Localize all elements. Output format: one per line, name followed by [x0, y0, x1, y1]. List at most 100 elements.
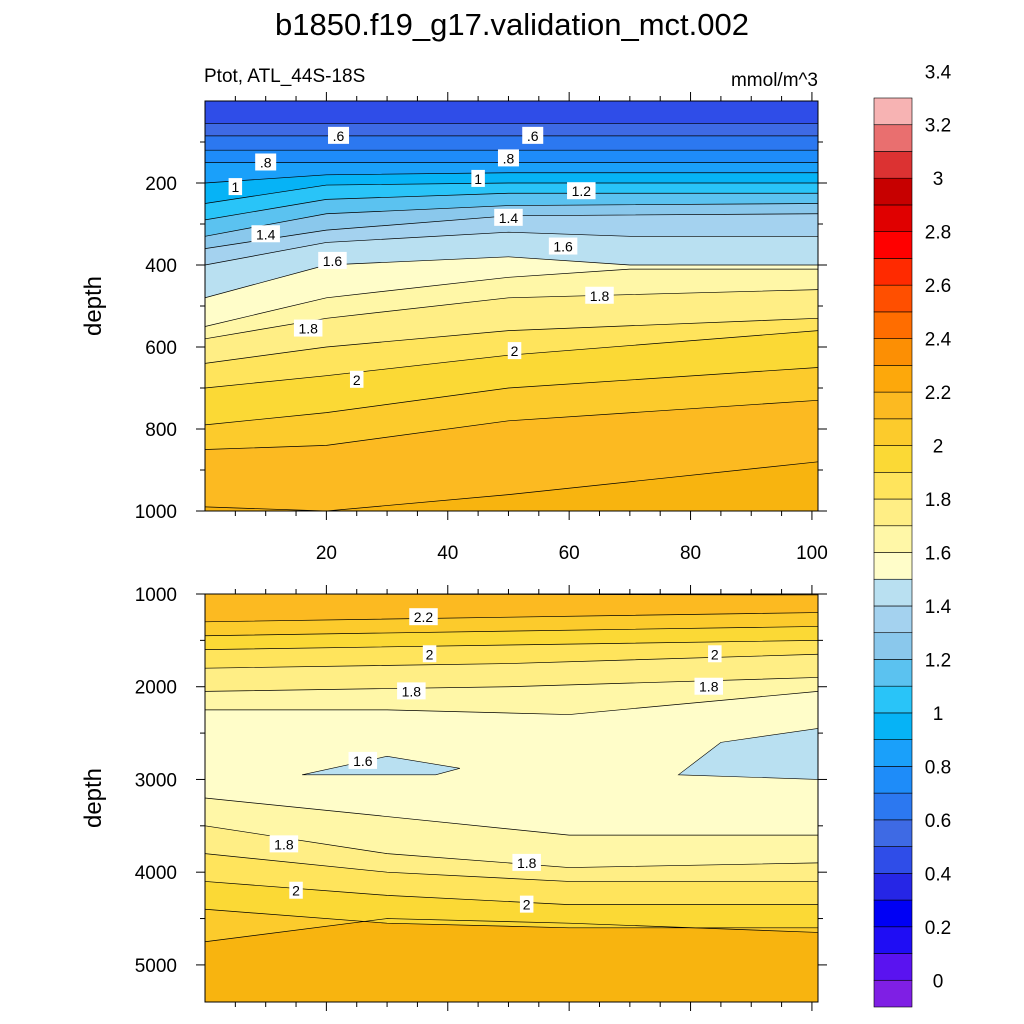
upper-xaxis: 20 40 60 80 100 — [234, 92, 828, 564]
upper-contour-label: 1.4 — [251, 225, 280, 243]
lower-contour-label: 1.6 — [348, 751, 378, 769]
upper-contour-label: .8 — [255, 153, 277, 171]
upper-panel: .6 .6 .8 .8 1 1 1.2 1.4 1.4 1.6 1.6 1.8 1.8 2 2 20 40 60… — [80, 92, 828, 564]
upper-contour-label: .8 — [497, 149, 519, 167]
upper-contour-line — [205, 256, 818, 299]
upper-ytick-label: 1000 — [135, 502, 177, 523]
colorbar-swatch — [873, 819, 913, 847]
lower-contour-label-bg — [694, 677, 724, 695]
upper-subtitle-left: Ptot, ATL_44S-18S — [204, 66, 365, 87]
colorbar-swatch — [873, 204, 913, 232]
upper-contour-label-text: 2 — [511, 343, 519, 359]
upper-contour-label-bg — [471, 169, 485, 187]
upper-contour-line — [205, 192, 818, 221]
colorbar-label: 3.4 — [925, 62, 952, 83]
colorbar-label: 2.4 — [925, 330, 952, 351]
upper-contour-label-bg — [349, 370, 364, 388]
lower-fill — [205, 594, 818, 1002]
upper-ytick-label: 400 — [145, 256, 177, 277]
colorbar-swatch — [873, 792, 913, 821]
lower-contour-label-bg — [289, 881, 303, 899]
colorbar-label: 3.2 — [925, 116, 951, 137]
lower-contour-label: 2.2 — [409, 608, 438, 626]
colorbar-label: 1.4 — [925, 597, 952, 618]
colorbar-swatch — [873, 498, 913, 527]
lower-contour-label: 1.8 — [694, 677, 724, 695]
upper-contour-line — [205, 330, 818, 389]
upper-xtick-label: 40 — [437, 543, 458, 564]
colorbar-label: 1 — [933, 704, 944, 725]
colorbar-label: 2.6 — [925, 276, 951, 297]
upper-contour-line — [205, 289, 818, 340]
lower-contour-label-bg — [348, 751, 378, 769]
upper-contour-label: 1.8 — [293, 319, 323, 337]
colorbar-swatch — [873, 712, 913, 740]
upper-ytick-label: 200 — [145, 174, 177, 195]
lower-contour-label-bg — [512, 853, 541, 871]
upper-contour-label: 2 — [349, 370, 364, 388]
colorbar-swatch — [873, 311, 913, 339]
upper-xtick-label: 100 — [796, 543, 828, 564]
colorbar-swatch — [873, 953, 913, 981]
upper-contour-label-text: .6 — [333, 128, 345, 144]
colorbar-swatch — [873, 471, 913, 500]
upper-contour-label-text: 1.6 — [553, 239, 573, 255]
upper-contour-label-text: 1.6 — [323, 253, 343, 269]
upper-contour-line — [205, 461, 818, 511]
upper-contour-label-bg — [494, 208, 523, 226]
upper-contour-label: 2 — [507, 342, 522, 360]
lower-contour-label-text: 1.8 — [699, 679, 719, 695]
lower-band — [205, 594, 818, 622]
lower-contour-line — [205, 640, 818, 650]
upper-band — [205, 101, 818, 124]
colorbar-swatch — [873, 578, 913, 607]
colorbar-label: 0.2 — [925, 918, 951, 939]
colorbar-swatch — [873, 391, 913, 420]
colorbar-swatch — [873, 177, 913, 206]
lower-contour-line — [205, 612, 818, 623]
colorbar-swatch — [873, 685, 913, 714]
upper-contour-line — [205, 182, 818, 204]
upper-contour-line — [205, 268, 818, 327]
colorbar-swatch — [873, 97, 913, 126]
upper-contour-line — [205, 172, 818, 184]
upper-contour-label: .6 — [522, 126, 544, 144]
colorbar-label: 2.2 — [925, 383, 951, 404]
colorbar-label: 2 — [933, 437, 944, 458]
upper-contour-label-bg — [293, 319, 323, 337]
lower-contour-line — [205, 797, 818, 836]
lower-contour-label: 1.8 — [269, 835, 299, 853]
upper-contour-label: 1.4 — [494, 208, 523, 226]
upper-contour-label-bg — [228, 178, 243, 196]
colorbar-swatch — [873, 979, 913, 1008]
lower-band — [205, 691, 818, 836]
lower-contour-line — [205, 918, 818, 943]
upper-contour-label-bg — [507, 342, 522, 360]
upper-contour-label-bg — [497, 149, 519, 167]
upper-contour-line — [205, 367, 818, 426]
upper-contour-line — [205, 317, 818, 364]
upper-contour-label-bg — [328, 126, 350, 144]
lower-contour-label-text: 2 — [523, 897, 531, 913]
colorbar-label: 2.8 — [925, 223, 951, 244]
upper-contour-label: 1 — [471, 169, 485, 187]
colorbar-swatch — [873, 151, 913, 179]
colorbar-swatch — [873, 605, 913, 634]
lower-contour-label-bg — [708, 645, 722, 663]
lower-contour-label: 2 — [708, 645, 722, 663]
colorbar-label: 0.4 — [925, 864, 952, 885]
colorbar-label: 1.2 — [925, 650, 951, 671]
colorbar-swatch — [873, 284, 913, 313]
upper-contour-label: 1.6 — [548, 237, 578, 255]
colorbar-swatch — [873, 258, 913, 286]
chart-title: b1850.f19_g17.validation_mct.002 — [275, 7, 749, 42]
colorbar-swatch — [873, 124, 913, 152]
colorbar-swatch — [873, 445, 913, 473]
colorbar-swatch — [873, 632, 913, 660]
lower-contour-label-text: 1.8 — [402, 683, 422, 699]
lower-ytick-label: 3000 — [135, 770, 177, 791]
upper-xtick-label: 60 — [559, 543, 580, 564]
lower-contour-line — [205, 626, 818, 637]
upper-contour-label-bg — [567, 182, 596, 200]
